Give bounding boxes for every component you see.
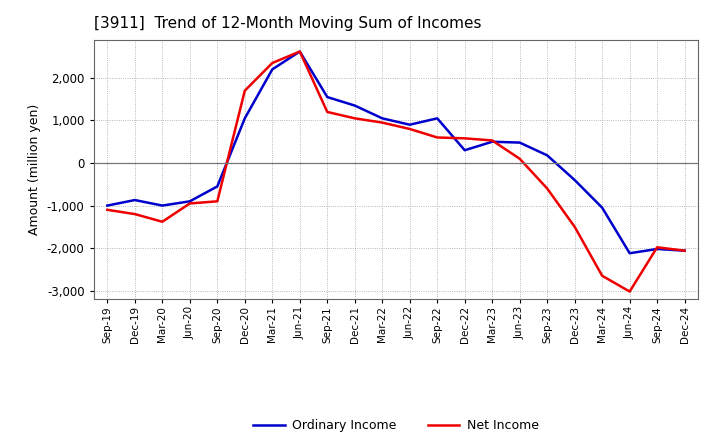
Net Income [516, 156, 524, 161]
Net Income [186, 201, 194, 206]
Ordinary Income [626, 251, 634, 256]
Net Income [680, 248, 689, 253]
Net Income [268, 60, 276, 66]
Ordinary Income [680, 248, 689, 253]
Ordinary Income [268, 67, 276, 72]
Ordinary Income [213, 184, 222, 189]
Ordinary Income [433, 116, 441, 121]
Ordinary Income [130, 198, 139, 203]
Net Income [405, 126, 414, 132]
Y-axis label: Amount (million yen): Amount (million yen) [28, 104, 41, 235]
Net Income [460, 136, 469, 141]
Legend: Ordinary Income, Net Income: Ordinary Income, Net Income [248, 414, 544, 437]
Net Income [598, 273, 606, 279]
Line: Ordinary Income: Ordinary Income [107, 51, 685, 253]
Net Income [626, 289, 634, 294]
Net Income [433, 135, 441, 140]
Ordinary Income [543, 153, 552, 158]
Ordinary Income [103, 203, 112, 208]
Ordinary Income [653, 246, 662, 252]
Net Income [543, 186, 552, 191]
Ordinary Income [186, 199, 194, 204]
Line: Net Income: Net Income [107, 51, 685, 292]
Ordinary Income [240, 116, 249, 121]
Net Income [103, 207, 112, 213]
Ordinary Income [460, 147, 469, 153]
Ordinary Income [405, 122, 414, 127]
Ordinary Income [488, 139, 497, 144]
Ordinary Income [516, 140, 524, 145]
Net Income [653, 245, 662, 250]
Ordinary Income [351, 103, 359, 108]
Net Income [240, 88, 249, 93]
Net Income [351, 116, 359, 121]
Ordinary Income [378, 116, 387, 121]
Net Income [158, 219, 166, 224]
Net Income [295, 49, 304, 54]
Text: [3911]  Trend of 12-Month Moving Sum of Incomes: [3911] Trend of 12-Month Moving Sum of I… [94, 16, 481, 32]
Net Income [488, 138, 497, 143]
Net Income [378, 120, 387, 125]
Ordinary Income [570, 177, 579, 183]
Ordinary Income [323, 95, 332, 100]
Net Income [213, 199, 222, 204]
Net Income [570, 224, 579, 230]
Net Income [323, 109, 332, 114]
Ordinary Income [598, 205, 606, 210]
Net Income [130, 212, 139, 217]
Ordinary Income [295, 49, 304, 54]
Ordinary Income [158, 203, 166, 208]
